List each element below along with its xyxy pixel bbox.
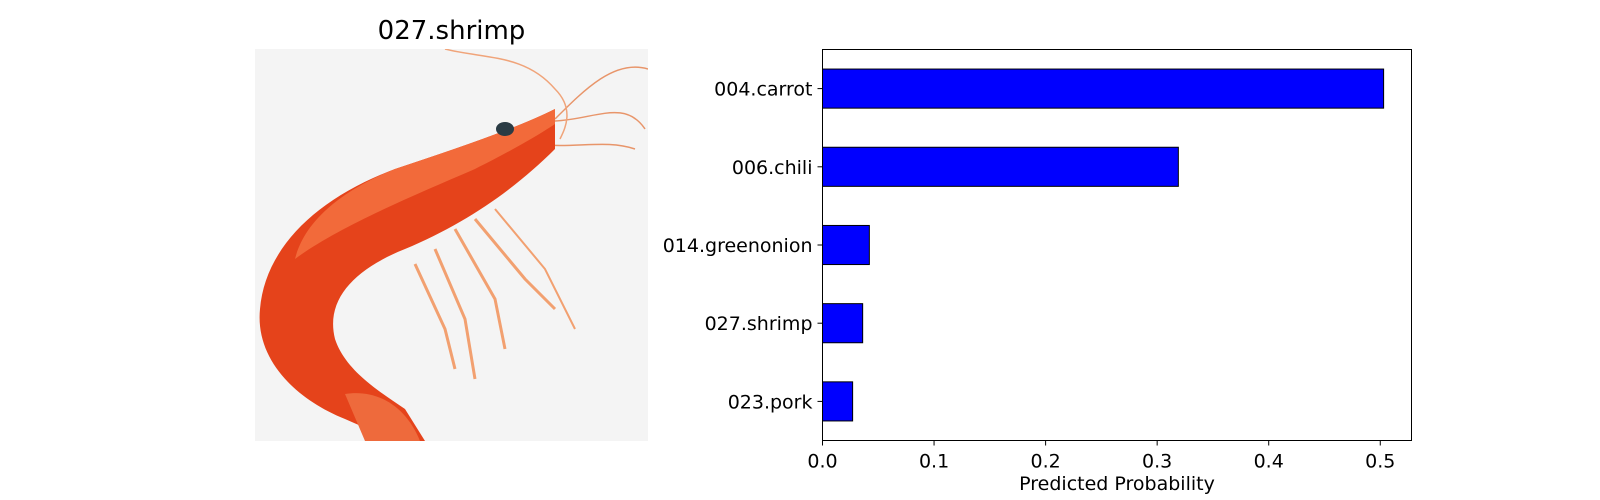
y-tick-label: 027.shrimp (705, 313, 813, 335)
image-title: 027.shrimp (377, 16, 526, 46)
y-tick-label: 014.greenonion (663, 235, 813, 257)
bar-004-carrot (822, 68, 1385, 109)
bar-027-shrimp (822, 303, 864, 344)
x-tick-label: 0.5 (1365, 451, 1395, 473)
bar-023-pork (822, 381, 854, 422)
x-tick-label: 0.3 (1142, 451, 1172, 473)
x-tick-label: 0.4 (1254, 451, 1284, 473)
y-tick-label: 006.chili (732, 157, 813, 179)
x-tick-label: 0.0 (807, 451, 837, 473)
y-axis: 004.carrot 006.chili 014.greenonion 027.shr… (663, 79, 823, 413)
x-tick-label: 0.2 (1030, 451, 1060, 473)
x-axis: 0.0 0.1 0.2 0.3 0.4 0.5 (807, 440, 1395, 473)
bar-014-greenonion (822, 224, 870, 266)
y-tick-label: 004.carrot (714, 79, 812, 101)
y-tick-label: 023.pork (728, 391, 813, 413)
bar-006-chili (822, 146, 1179, 187)
plot-area (822, 68, 1385, 422)
x-tick-label: 0.1 (919, 451, 949, 473)
x-axis-label: Predicted Probability (1019, 473, 1215, 495)
shrimp-illustration (255, 49, 648, 441)
shrimp-image (255, 49, 648, 441)
